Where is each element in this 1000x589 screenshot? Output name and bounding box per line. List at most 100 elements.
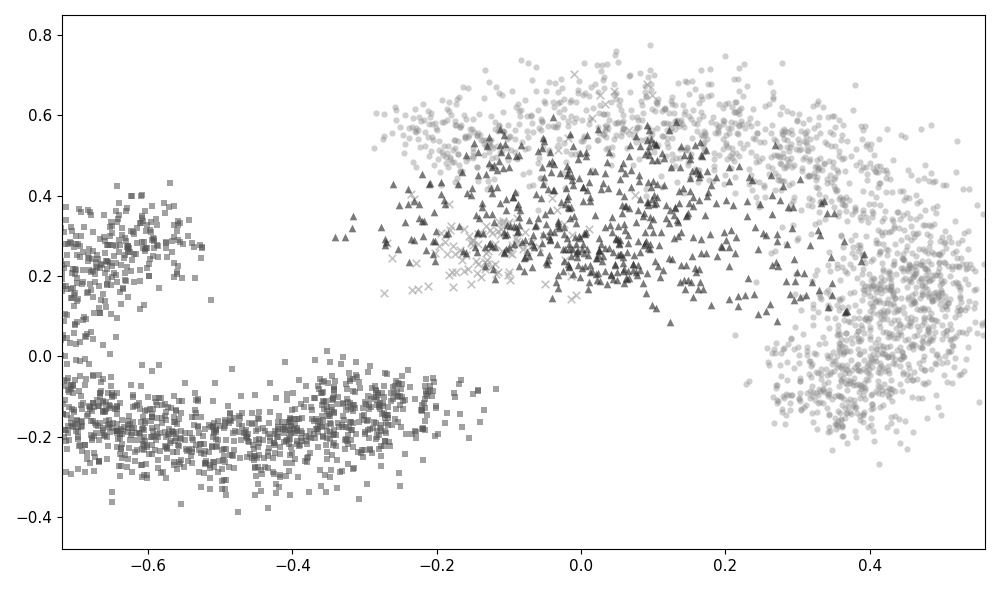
Point: [943, 238, 959, 247]
Point: [931, 259, 947, 268]
Point: [68, 426, 84, 436]
Point: [684, 166, 700, 176]
Point: [631, 123, 647, 132]
Point: [355, 403, 371, 412]
Point: [502, 221, 518, 231]
Point: [810, 390, 826, 399]
Point: [657, 105, 673, 114]
Point: [380, 421, 396, 430]
Point: [930, 250, 946, 259]
Point: [65, 264, 81, 273]
Point: [888, 269, 904, 279]
Point: [247, 491, 263, 500]
Point: [407, 127, 423, 136]
Point: [682, 173, 698, 183]
Point: [892, 214, 908, 223]
Point: [25, 388, 41, 397]
Point: [627, 126, 643, 135]
Point: [631, 170, 647, 180]
Point: [44, 284, 60, 293]
Point: [944, 264, 960, 274]
Point: [16, 375, 32, 384]
Point: [356, 415, 372, 424]
Point: [439, 409, 455, 418]
Point: [443, 221, 459, 231]
Point: [783, 335, 799, 344]
Point: [961, 184, 977, 194]
Point: [34, 270, 50, 279]
Point: [831, 391, 847, 401]
Point: [17, 363, 33, 372]
Point: [363, 402, 379, 411]
Point: [553, 74, 569, 84]
Point: [879, 422, 895, 431]
Point: [937, 259, 953, 268]
Point: [861, 364, 877, 373]
Point: [668, 117, 684, 127]
Point: [221, 462, 237, 472]
Point: [323, 465, 339, 475]
Point: [77, 467, 93, 477]
Point: [119, 243, 135, 252]
Point: [831, 305, 847, 315]
Point: [456, 266, 472, 275]
Point: [581, 224, 597, 233]
Point: [866, 200, 882, 209]
Point: [417, 403, 433, 413]
Point: [695, 284, 711, 294]
Point: [158, 433, 174, 442]
Point: [115, 284, 131, 293]
Point: [526, 242, 542, 252]
Point: [842, 395, 858, 404]
Point: [661, 218, 677, 227]
Point: [815, 332, 831, 342]
Point: [757, 193, 773, 202]
Point: [406, 196, 422, 205]
Point: [6, 310, 22, 319]
Point: [427, 237, 443, 246]
Point: [647, 256, 663, 265]
Point: [62, 237, 78, 247]
Point: [677, 106, 693, 115]
Point: [908, 265, 924, 274]
Point: [680, 158, 696, 167]
Point: [883, 376, 899, 385]
Point: [638, 191, 654, 200]
Point: [792, 376, 808, 386]
Point: [769, 236, 785, 246]
Point: [868, 284, 884, 294]
Point: [642, 65, 658, 75]
Point: [824, 111, 840, 120]
Point: [935, 329, 951, 338]
Point: [834, 302, 850, 312]
Point: [615, 124, 631, 134]
Point: [132, 429, 148, 439]
Point: [774, 126, 790, 135]
Point: [315, 397, 331, 406]
Point: [661, 253, 677, 263]
Point: [122, 435, 138, 445]
Point: [839, 268, 855, 277]
Point: [564, 230, 580, 240]
Point: [166, 412, 182, 422]
Point: [33, 408, 49, 417]
Point: [120, 427, 136, 436]
Point: [355, 452, 371, 461]
Point: [437, 237, 453, 246]
Point: [802, 386, 818, 395]
Point: [891, 320, 907, 329]
Point: [610, 234, 626, 243]
Point: [630, 261, 646, 270]
Point: [28, 213, 44, 222]
Point: [660, 142, 676, 151]
Point: [324, 405, 340, 415]
Point: [209, 441, 225, 451]
Point: [667, 124, 683, 134]
Point: [829, 166, 845, 175]
Point: [29, 341, 45, 350]
Point: [813, 198, 829, 207]
Point: [882, 268, 898, 277]
Point: [827, 391, 843, 401]
Point: [570, 85, 586, 95]
Point: [181, 445, 197, 455]
